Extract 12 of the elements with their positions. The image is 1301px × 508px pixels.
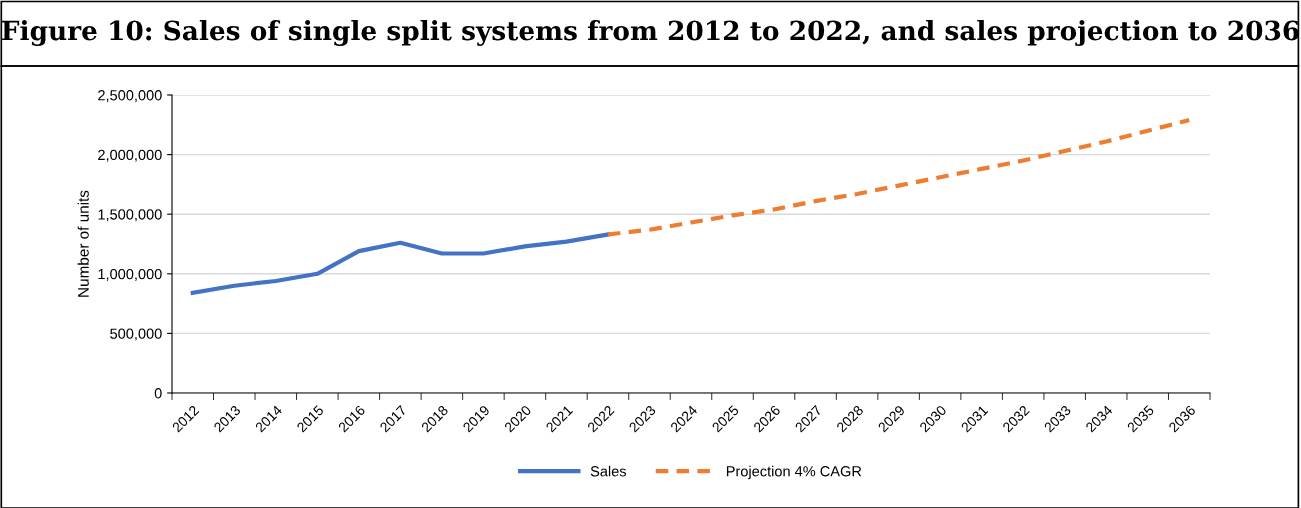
y-axis-title: Number of units xyxy=(77,190,89,297)
y-tick-label: 2,000,000 xyxy=(98,149,162,162)
legend-label: Projection 4% CAGR xyxy=(726,465,862,480)
y-tick-label: 1,500,000 xyxy=(98,209,162,222)
legend-label: Sales xyxy=(590,465,627,477)
line-series xyxy=(190,232,611,295)
chart-title: Figure 10: Sales of single split systems from 2012 to 2022, and sales projection to 2036 xyxy=(2,20,1299,46)
y-tick-label: 0 xyxy=(154,388,162,399)
y-tick-label: 500,000 xyxy=(110,328,162,341)
line-series xyxy=(605,117,1192,237)
y-tick-label: 2,500,000 xyxy=(98,90,162,103)
y-tick-label: 1,000,000 xyxy=(98,268,162,281)
